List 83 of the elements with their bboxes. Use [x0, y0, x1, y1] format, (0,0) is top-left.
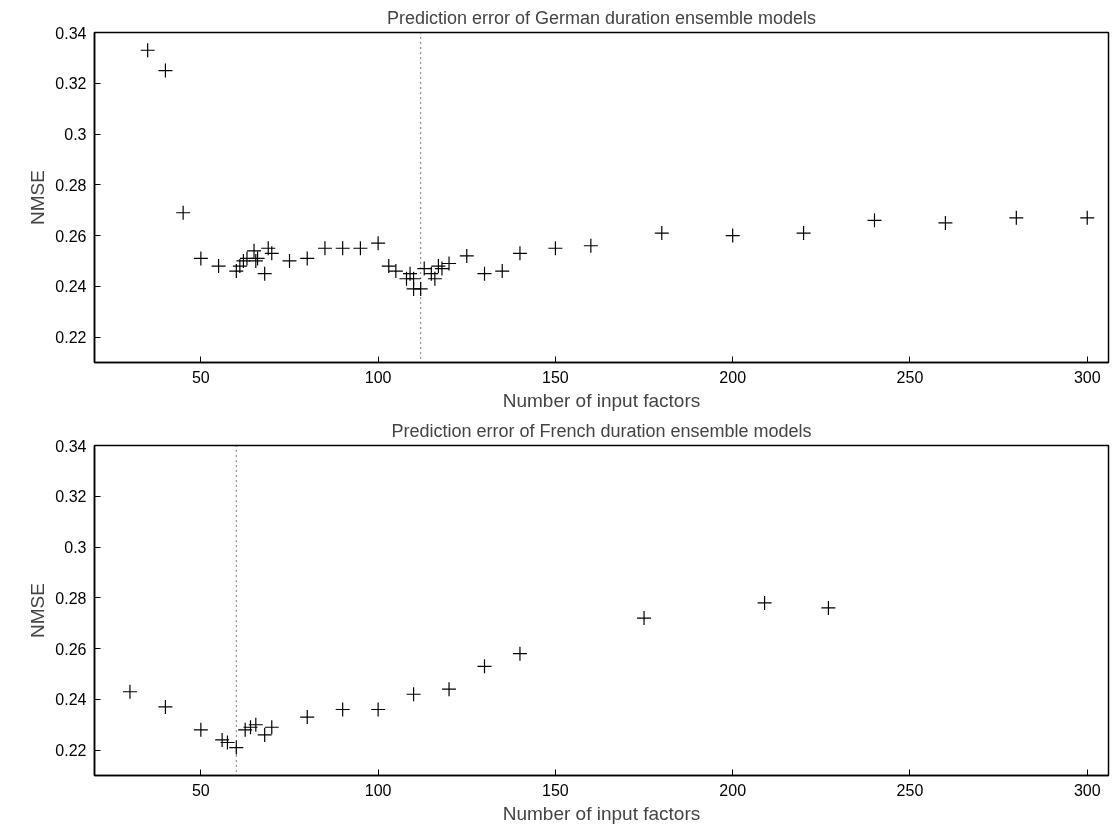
y-axis-title: NMSE: [27, 583, 49, 638]
y-tick-label: 0.22: [55, 742, 87, 760]
point: [157, 699, 174, 715]
y-tick-label: 0.34: [55, 437, 87, 455]
x-tick-label: 50: [191, 368, 210, 386]
y-tick-label: 0.3: [64, 126, 87, 144]
chart-title: Prediction error of French duration ensemble models: [391, 420, 812, 441]
point: [413, 281, 429, 297]
point: [122, 684, 138, 700]
point: [335, 701, 351, 718]
point: [937, 215, 954, 231]
x-tick-label: 100: [364, 368, 392, 386]
point: [214, 732, 230, 748]
point: [299, 709, 315, 725]
point: [219, 734, 236, 751]
chart-title: Prediction error of German duration ensemble models: [386, 7, 817, 28]
point: [583, 238, 599, 254]
point: [370, 235, 386, 251]
x-tick-label: 250: [896, 781, 924, 799]
point: [193, 250, 209, 267]
point: [388, 263, 404, 279]
x-axis-title: Number of input factors: [502, 802, 701, 824]
y-tick-label: 0.34: [55, 24, 87, 42]
x-tick-label: 250: [896, 368, 924, 386]
point: [157, 62, 174, 79]
point: [1008, 210, 1024, 226]
x-tick-label: 200: [719, 781, 747, 799]
x-tick-label: 300: [1073, 368, 1101, 386]
point: [405, 686, 422, 702]
x-axis-title: Number of input factors: [502, 389, 701, 411]
point: [459, 248, 475, 264]
point: [210, 258, 227, 274]
point: [494, 263, 510, 279]
point: [441, 681, 457, 697]
point: [416, 260, 432, 277]
point: [260, 240, 276, 256]
y-tick-label: 0.24: [55, 278, 87, 296]
point: [193, 722, 209, 738]
y-tick-label: 0.26: [55, 640, 87, 658]
point: [402, 266, 418, 282]
point: [1079, 210, 1095, 226]
point: [352, 240, 369, 256]
y-tick-label: 0.26: [55, 227, 87, 245]
x-tick-label: 150: [542, 368, 569, 386]
y-axis-title: NMSE: [27, 170, 49, 225]
point: [476, 266, 493, 282]
y-tick-label: 0.22: [55, 329, 87, 347]
y-tick-label: 0.28: [55, 176, 87, 194]
x-tick-label: 300: [1073, 781, 1101, 799]
point: [636, 610, 652, 626]
point: [248, 717, 264, 733]
y-tick-label: 0.32: [55, 488, 87, 506]
y-tick-label: 0.28: [55, 589, 87, 607]
point: [228, 739, 244, 756]
point: [242, 719, 259, 735]
x-tick-label: 50: [191, 781, 210, 799]
point: [281, 253, 298, 269]
point: [654, 225, 670, 241]
y-tick-label: 0.32: [55, 75, 87, 93]
point: [820, 600, 837, 616]
point: [866, 212, 883, 228]
point: [547, 240, 564, 256]
point: [175, 205, 191, 221]
point: [756, 595, 773, 611]
point: [317, 240, 333, 256]
point: [476, 658, 493, 674]
x-tick-label: 150: [542, 781, 569, 799]
point: [795, 225, 812, 241]
x-tick-label: 200: [719, 368, 747, 386]
point: [237, 722, 253, 738]
x-tick-label: 100: [364, 781, 392, 799]
point: [264, 245, 280, 261]
y-tick-label: 0.3: [64, 539, 87, 557]
point: [140, 42, 156, 58]
point: [725, 227, 741, 244]
point: [512, 646, 528, 662]
point: [257, 266, 273, 282]
point: [381, 258, 397, 274]
point: [299, 250, 315, 267]
point: [512, 245, 528, 261]
point: [335, 240, 351, 256]
y-tick-label: 0.24: [55, 691, 87, 709]
point: [370, 701, 386, 718]
